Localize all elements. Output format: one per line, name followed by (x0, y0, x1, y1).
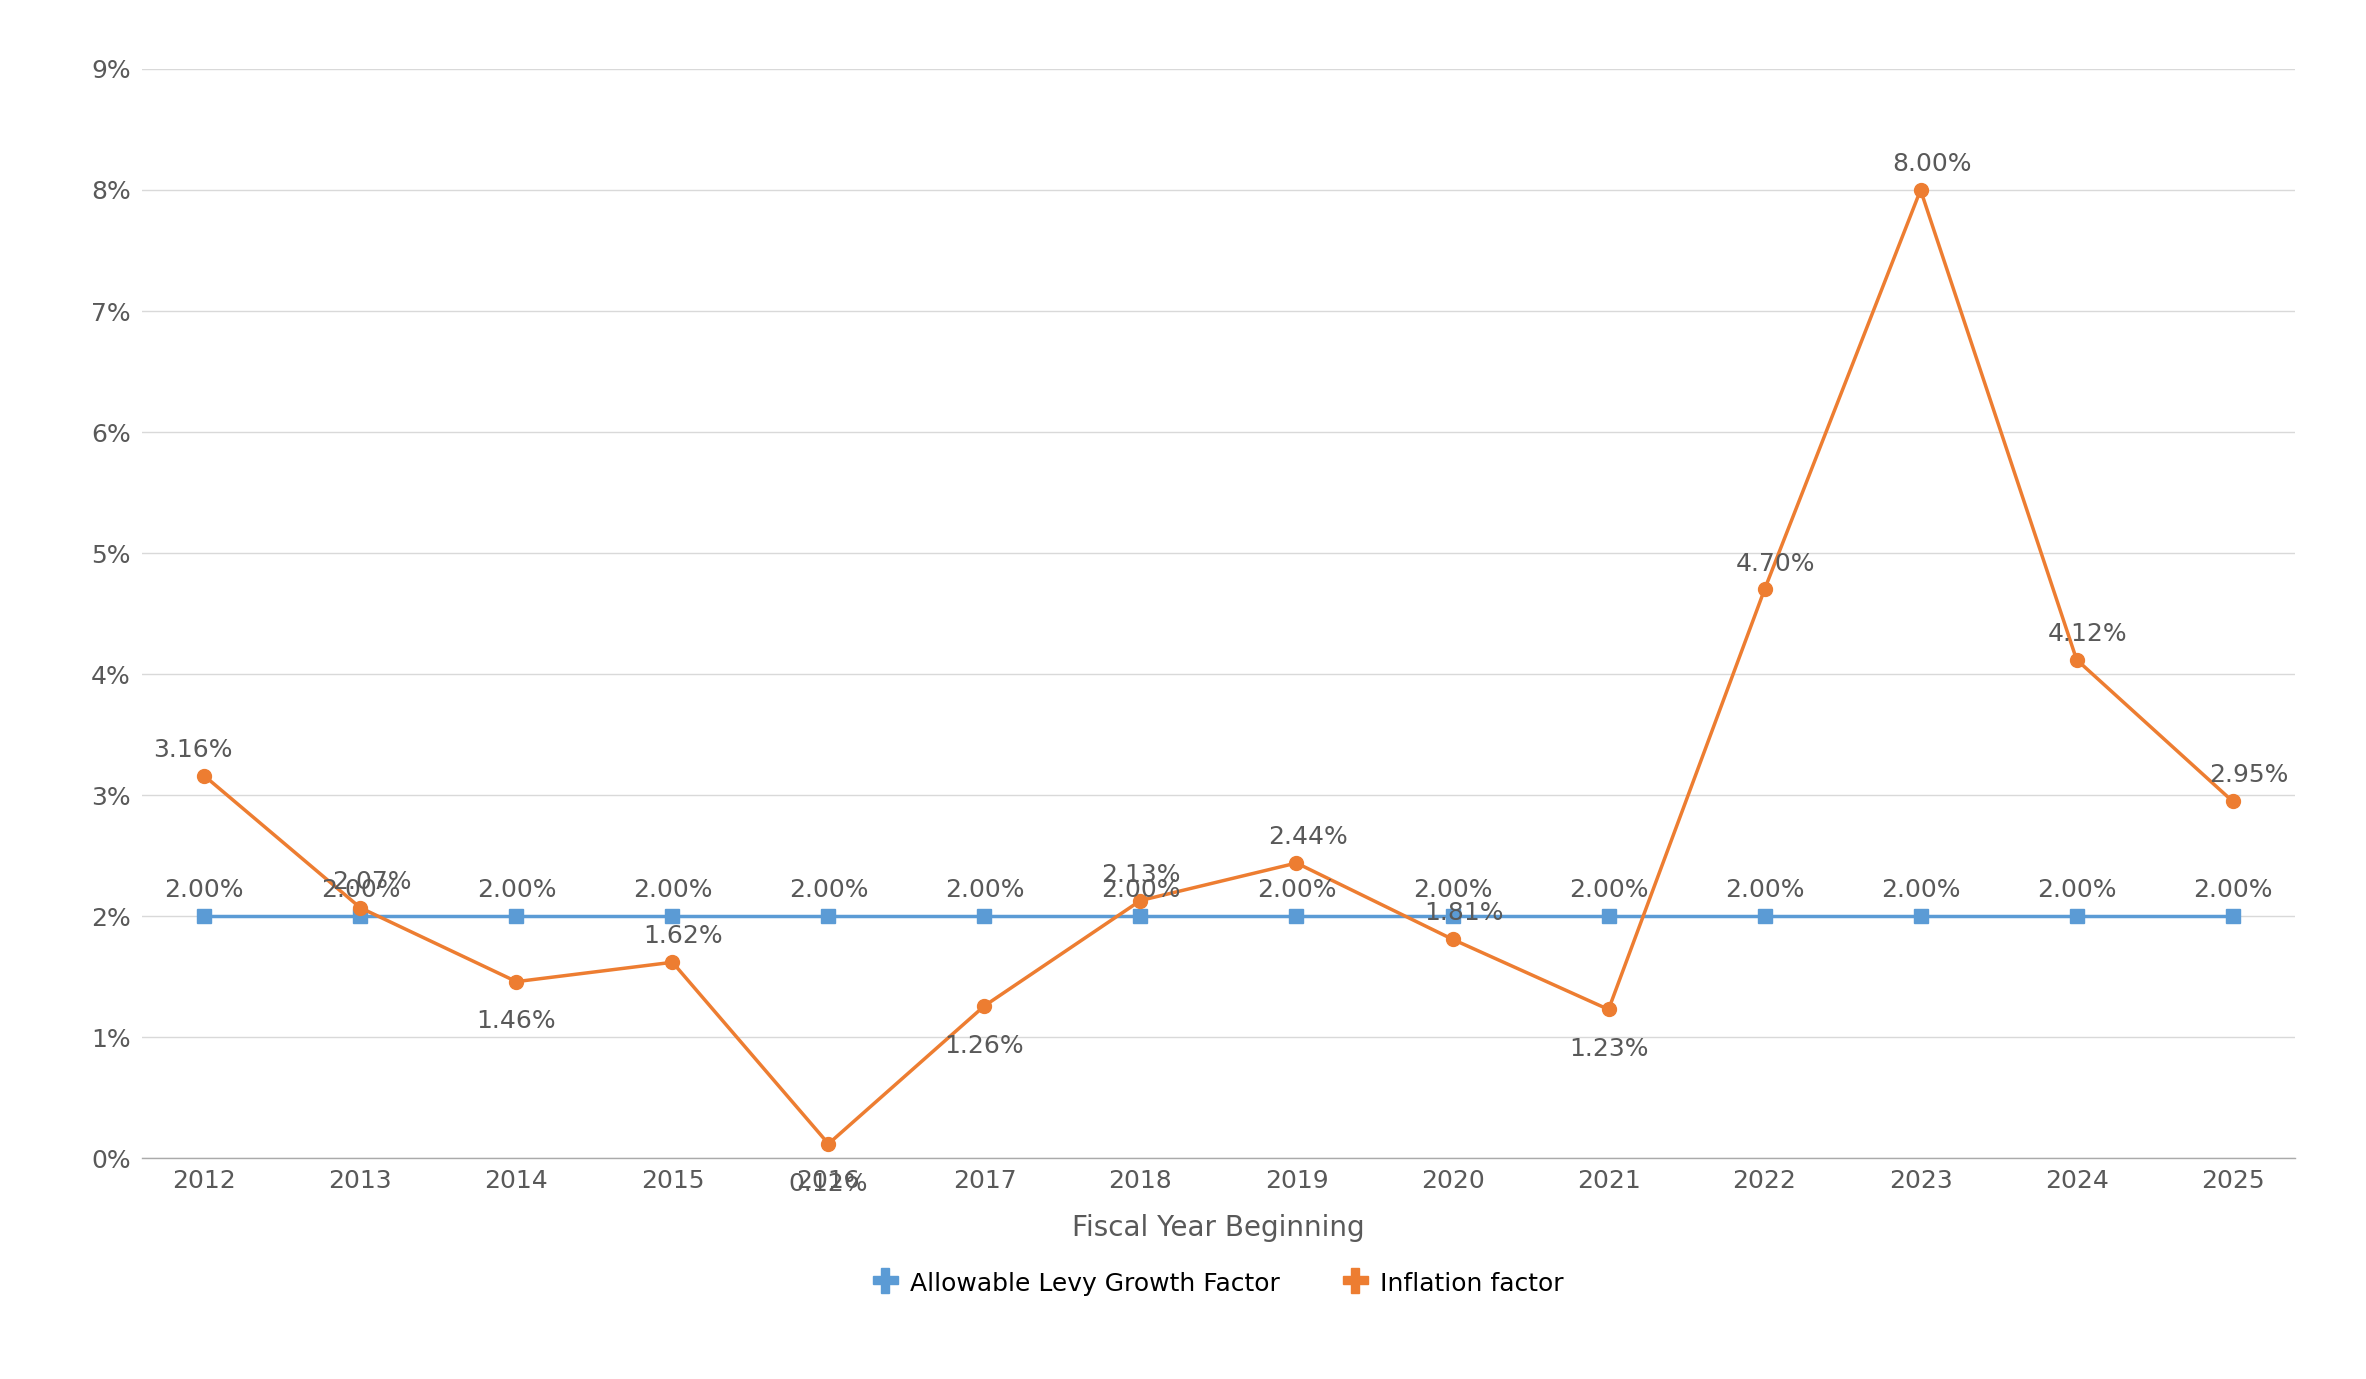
Allowable Levy Growth Factor (1282, 907, 1311, 924)
Text: 8.00%: 8.00% (1893, 152, 1971, 177)
Allowable Levy Growth Factor (189, 907, 218, 924)
Text: 2.00%: 2.00% (166, 878, 244, 902)
Text: 2.00%: 2.00% (1100, 878, 1181, 902)
Text: 2.13%: 2.13% (1100, 863, 1181, 887)
Inflation factor (2063, 651, 2092, 667)
Inflation factor (1126, 892, 1155, 909)
Inflation factor (970, 997, 998, 1014)
Text: 4.12%: 4.12% (2049, 622, 2127, 645)
Allowable Levy Growth Factor (345, 907, 374, 924)
X-axis label: Fiscal Year Beginning: Fiscal Year Beginning (1072, 1215, 1365, 1242)
Inflation factor (502, 974, 530, 990)
Text: 2.00%: 2.00% (788, 878, 868, 902)
Inflation factor (1439, 931, 1467, 947)
Line: Allowable Levy Growth Factor: Allowable Levy Growth Factor (196, 909, 2241, 923)
Text: 1.62%: 1.62% (644, 924, 724, 949)
Text: 2.07%: 2.07% (331, 870, 412, 894)
Text: 1.81%: 1.81% (1424, 902, 1502, 925)
Allowable Levy Growth Factor (970, 907, 998, 924)
Text: 2.00%: 2.00% (322, 878, 400, 902)
Text: 2.95%: 2.95% (2210, 764, 2288, 787)
Text: 2.00%: 2.00% (476, 878, 556, 902)
Inflation factor (189, 768, 218, 785)
Text: 2.00%: 2.00% (1413, 878, 1493, 902)
Inflation factor (1282, 855, 1311, 872)
Text: 1.23%: 1.23% (1569, 1037, 1649, 1062)
Inflation factor (814, 1135, 842, 1151)
Line: Inflation factor: Inflation factor (196, 183, 2241, 1151)
Allowable Levy Growth Factor (1751, 907, 1779, 924)
Text: 1.26%: 1.26% (944, 1034, 1024, 1058)
Text: 2.00%: 2.00% (1725, 878, 1805, 902)
Allowable Levy Growth Factor (2219, 907, 2248, 924)
Text: 2.00%: 2.00% (944, 878, 1024, 902)
Inflation factor (1751, 581, 1779, 597)
Inflation factor (1595, 1001, 1623, 1018)
Allowable Levy Growth Factor (2063, 907, 2092, 924)
Inflation factor (658, 954, 686, 971)
Text: 1.46%: 1.46% (476, 1009, 556, 1033)
Text: 3.16%: 3.16% (154, 738, 232, 763)
Allowable Levy Growth Factor (658, 907, 686, 924)
Allowable Levy Growth Factor (1907, 907, 1935, 924)
Allowable Levy Growth Factor (1595, 907, 1623, 924)
Text: 2.00%: 2.00% (2037, 878, 2115, 902)
Text: 2.00%: 2.00% (1256, 878, 1337, 902)
Text: 2.00%: 2.00% (632, 878, 712, 902)
Allowable Levy Growth Factor (1439, 907, 1467, 924)
Text: 2.44%: 2.44% (1268, 825, 1349, 849)
Allowable Levy Growth Factor (814, 907, 842, 924)
Text: 0.12%: 0.12% (788, 1172, 868, 1196)
Allowable Levy Growth Factor (1126, 907, 1155, 924)
Text: 2.00%: 2.00% (2193, 878, 2271, 902)
Legend: Allowable Levy Growth Factor, Inflation factor: Allowable Levy Growth Factor, Inflation … (873, 1267, 1564, 1299)
Text: 2.00%: 2.00% (1881, 878, 1961, 902)
Text: 4.70%: 4.70% (1737, 552, 1815, 575)
Inflation factor (2219, 793, 2248, 809)
Inflation factor (345, 899, 374, 916)
Allowable Levy Growth Factor (502, 907, 530, 924)
Inflation factor (1907, 182, 1935, 199)
Text: 2.00%: 2.00% (1569, 878, 1649, 902)
